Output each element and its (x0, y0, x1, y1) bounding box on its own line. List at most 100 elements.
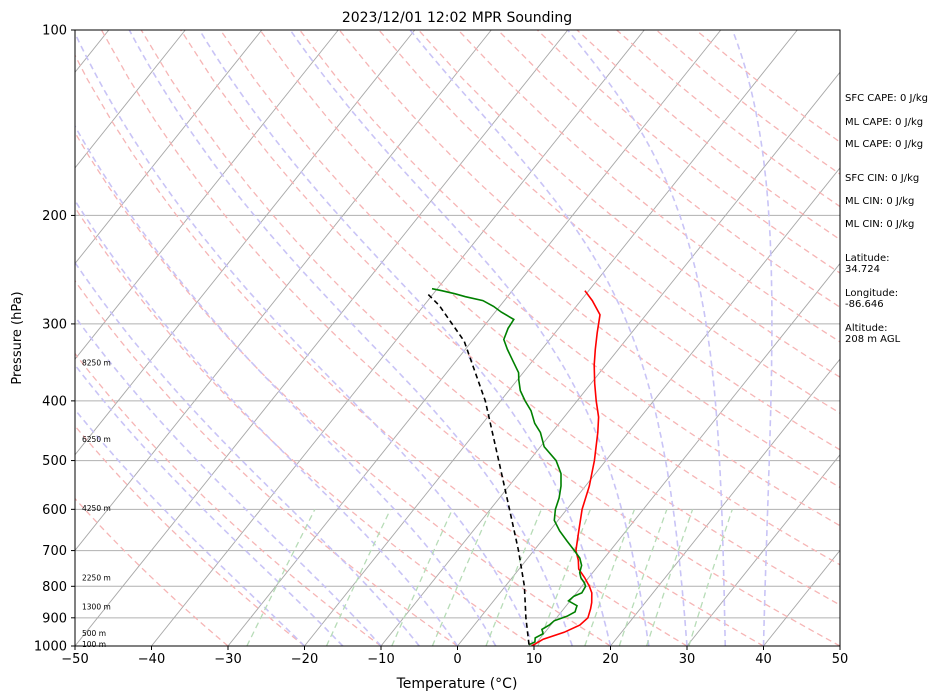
x-tick-label: 30 (679, 652, 696, 667)
mixing-ratio-line (325, 509, 392, 646)
moist-adiabat (731, 30, 773, 646)
mixing-ratio-line (431, 509, 492, 646)
y-tick-label: 200 (42, 209, 67, 224)
sfc-cin-text: SFC CIN: 0 J/kg (845, 173, 920, 184)
moist-adiabat (75, 199, 459, 646)
dry-adiabat (219, 30, 840, 566)
height-label: 4250 m (82, 504, 111, 513)
isotherm-line (533, 262, 840, 646)
axis-ticks: −50 −40 −30 −20 −10 0 10 20 30 40 50 100 200 300 400 50… (34, 24, 848, 668)
mixing-ratio-line (645, 509, 694, 646)
dry-adiabat (75, 352, 382, 646)
x-axis-label: Temperature (°C) (396, 676, 518, 692)
mixing-ratio-line (584, 509, 636, 646)
dry-adiabat (75, 53, 688, 646)
sfc-cape-text: SFC CAPE: 0 J/kg (845, 93, 928, 104)
height-label: 8250 m (82, 358, 111, 367)
isotherm-line (75, 30, 492, 552)
moist-adiabat (289, 30, 650, 646)
mixing-ratio-line (485, 509, 542, 646)
moist-adiabat (75, 408, 306, 646)
moist-adiabat (75, 261, 420, 646)
dry-adiabat (418, 30, 840, 378)
moist-adiabat (409, 30, 688, 646)
height-label: 100 m (82, 640, 106, 649)
isotherm-line (457, 167, 840, 646)
dry-adiabat (457, 30, 840, 343)
moist-adiabat (128, 30, 574, 646)
x-tick-label: −50 (61, 652, 88, 667)
latitude-label: Latitude: (845, 253, 890, 264)
longitude-label: Longitude: (845, 288, 899, 299)
y-tick-label: 500 (42, 454, 67, 469)
height-label: 500 m (82, 629, 106, 638)
ml-cape-text: ML CAPE: 0 J/kg (845, 117, 924, 128)
y-tick-label: 300 (42, 317, 67, 332)
dewpoint-line (431, 287, 587, 646)
chart-title: 2023/12/01 12:02 MPR Sounding (342, 10, 572, 26)
isotherm-line (75, 30, 416, 456)
x-tick-label: 50 (832, 652, 849, 667)
ml-cin-text: ML CIN: 0 J/kg (845, 196, 915, 207)
ml-cin-text-2: ML CIN: 0 J/kg (845, 219, 915, 230)
x-tick-label: −10 (367, 652, 394, 667)
moist-adiabat (75, 31, 535, 646)
isotherm-line (380, 71, 840, 646)
height-labels: 100 m 500 m 1300 m 2250 m 4250 m 6250 m 8250 m (82, 358, 111, 649)
x-tick-label: 40 (755, 652, 772, 667)
ml-cape-text-2: ML CAPE: 0 J/kg (845, 139, 924, 150)
latitude-value: 34.724 (845, 264, 880, 275)
background-lines (75, 30, 840, 646)
dry-adiabat (180, 30, 840, 606)
moist-adiabat (75, 124, 497, 646)
y-axis-label: Pressure (hPa) (10, 291, 25, 384)
dry-adiabat (75, 206, 535, 646)
mixing-ratio-line (618, 509, 668, 646)
height-label: 1300 m (82, 603, 111, 612)
mixing-ratio-line (688, 509, 733, 646)
height-label: 2250 m (82, 574, 111, 583)
x-tick-label: 0 (453, 652, 461, 667)
moist-adiabat (75, 315, 382, 646)
x-tick-label: −30 (214, 652, 241, 667)
dry-adiabat (140, 30, 840, 646)
y-tick-label: 700 (42, 544, 67, 559)
x-tick-label: −40 (138, 652, 165, 667)
height-label: 6250 m (82, 435, 111, 444)
y-tick-label: 800 (42, 580, 67, 595)
mixing-ratio-line (537, 509, 592, 646)
isotherm-line (304, 30, 798, 646)
x-tick-label: 20 (602, 652, 619, 667)
moist-adiabat (567, 30, 727, 646)
y-tick-label: 1000 (34, 640, 67, 655)
isotherm-line (75, 30, 569, 646)
isotherm-line (75, 30, 263, 265)
dry-adiabat (75, 279, 458, 646)
altitude-value: 208 m AGL (845, 334, 901, 345)
parcel-path-line (425, 292, 530, 645)
y-tick-label: 400 (42, 394, 67, 409)
moist-adiabat (198, 30, 612, 646)
moist-adiabat (75, 363, 344, 646)
isotherm-line (75, 30, 186, 169)
longitude-value: -86.646 (845, 299, 884, 310)
dry-adiabat (378, 30, 840, 414)
mixing-ratio-line (246, 509, 316, 646)
x-tick-label: 10 (526, 652, 543, 667)
altitude-label: Altitude: (845, 323, 888, 334)
dry-adiabat (100, 30, 764, 646)
x-tick-label: −20 (291, 652, 318, 667)
mixing-ratio-line (391, 509, 453, 646)
y-tick-label: 900 (42, 611, 67, 626)
isotherm-line (227, 30, 722, 646)
temperature-line (531, 290, 601, 646)
dry-adiabat (75, 131, 611, 646)
y-tick-label: 100 (42, 24, 67, 39)
y-tick-label: 600 (42, 503, 67, 518)
dry-adiabat (75, 497, 229, 646)
isotherm-line (686, 454, 840, 646)
series-group (425, 287, 601, 646)
